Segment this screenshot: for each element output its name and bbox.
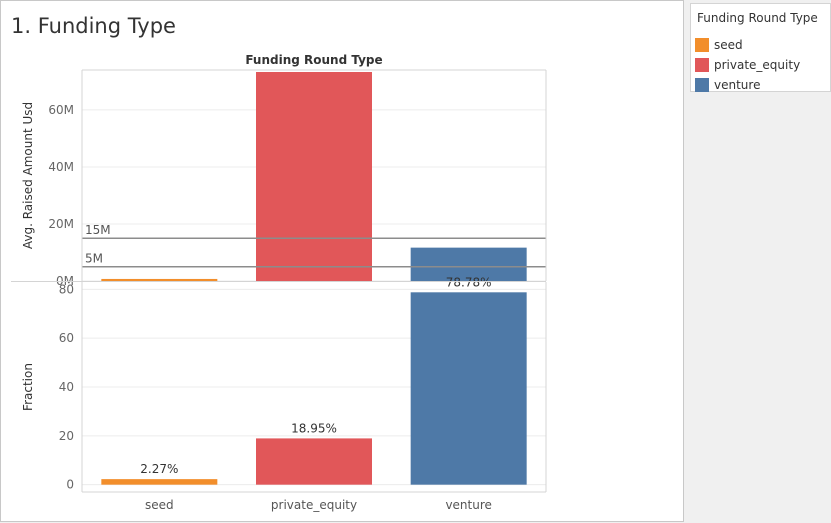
panel-1-y-tick-label: 60M	[48, 103, 74, 117]
x-tick-label-private-equity: private_equity	[271, 498, 357, 512]
panel-2-bar-seed	[101, 479, 218, 485]
legend-swatch-seed	[695, 38, 709, 52]
legend-title: Funding Round Type	[697, 11, 818, 25]
panel-2-y-axis-title: Fraction	[21, 363, 35, 411]
panel-1-bar-seed	[101, 278, 218, 281]
panel-2-y-tick-label: 80	[59, 282, 74, 296]
panel-2-data-label-seed: 2.27%	[140, 462, 178, 476]
legend-label-seed: seed	[714, 38, 743, 52]
panel-2-bar-private-equity	[256, 438, 372, 485]
panel-2-bar-venture	[410, 292, 527, 485]
panel-1-reference-line-label-15m: 15M	[85, 223, 111, 237]
legend-label-venture: venture	[714, 78, 761, 92]
sheet-title: 1. Funding Type	[11, 14, 176, 38]
dashboard-sheet: 1. Funding Type Funding Round Type 0M 20M 4…	[0, 0, 684, 522]
panel-1-y-tick-label: 20M	[48, 217, 74, 231]
panel-1-bar-private-equity	[256, 71, 372, 282]
panel-2-y-tick-label: 0	[66, 478, 74, 492]
legend-swatch-venture	[695, 78, 709, 92]
panel-1-y-tick-label: 40M	[48, 160, 74, 174]
x-tick-label-seed: seed	[145, 498, 174, 512]
panel-2-data-label-private-equity: 18.95%	[291, 421, 337, 435]
panel-2-data-label-venture: 78.78%	[446, 275, 492, 289]
legend-swatch-private-equity	[695, 58, 709, 72]
panel-1-bar-venture	[410, 247, 527, 281]
legend-label-private-equity: private_equity	[714, 58, 801, 72]
legend: Funding Round Type seed private_equity v…	[690, 3, 831, 92]
panel-1-y-axis-title: Avg. Raised Amount Usd	[21, 102, 35, 249]
chart-header-title: Funding Round Type	[245, 53, 382, 67]
panel-1-reference-line-label-5m: 5M	[85, 252, 103, 266]
x-tick-label-venture: venture	[445, 498, 491, 512]
panel-2-y-tick-label: 20	[59, 429, 74, 443]
panel-2-y-tick-label: 60	[59, 331, 74, 345]
panel-2-y-tick-label: 40	[59, 380, 74, 394]
